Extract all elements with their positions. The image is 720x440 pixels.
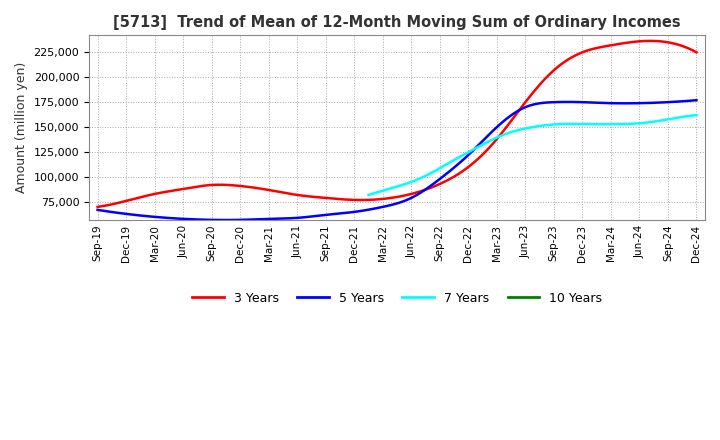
Y-axis label: Amount (million yen): Amount (million yen) [15,62,28,193]
Title: [5713]  Trend of Mean of 12-Month Moving Sum of Ordinary Incomes: [5713] Trend of Mean of 12-Month Moving … [113,15,681,30]
Legend: 3 Years, 5 Years, 7 Years, 10 Years: 3 Years, 5 Years, 7 Years, 10 Years [187,286,607,310]
